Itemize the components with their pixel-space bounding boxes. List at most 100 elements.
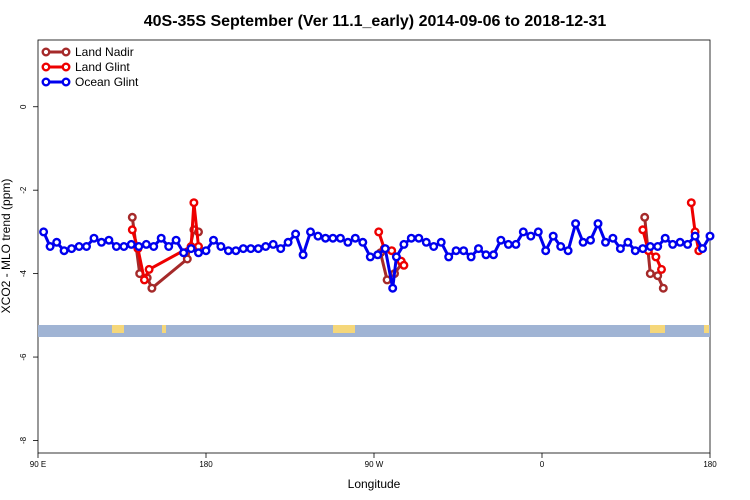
- data-point: [653, 241, 663, 251]
- data-point: [660, 233, 670, 243]
- land-patch: [704, 325, 709, 333]
- data-point: [74, 241, 84, 251]
- data-point: [179, 248, 189, 258]
- data-point: [653, 271, 663, 281]
- data-point: [127, 225, 137, 235]
- data-point: [59, 246, 69, 256]
- data-point: [313, 231, 323, 241]
- data-point: [601, 237, 611, 247]
- data-point: [638, 244, 648, 254]
- y-axis: 0 -2 -4 -6 -8: [19, 104, 38, 444]
- data-point: [668, 239, 678, 249]
- x-tick-label: 90 E: [30, 460, 46, 469]
- data-point: [67, 244, 77, 254]
- data-point: [690, 231, 700, 241]
- ocean-band: [38, 325, 710, 337]
- data-point: [593, 219, 603, 229]
- data-point: [698, 244, 708, 254]
- chart-title: 40S-35S September (Ver 11.1_early) 2014-…: [144, 13, 607, 30]
- data-point: [238, 244, 248, 254]
- data-point: [189, 198, 199, 208]
- data-point: [126, 239, 136, 249]
- data-point: [399, 239, 409, 249]
- data-point: [365, 252, 375, 262]
- land-patch: [112, 325, 124, 333]
- data-point: [640, 212, 650, 222]
- y-tick-label: -2: [19, 186, 28, 194]
- legend-marker: [61, 47, 71, 57]
- y-tick-label: -8: [19, 436, 28, 444]
- data-point: [119, 241, 129, 251]
- data-point: [496, 235, 506, 245]
- data-point: [147, 283, 157, 293]
- data-point: [657, 264, 667, 274]
- data-point: [518, 227, 528, 237]
- data-point: [541, 246, 551, 256]
- legend-label: Land Nadir: [75, 45, 134, 59]
- data-point: [436, 237, 446, 247]
- data-point: [141, 239, 151, 249]
- land-patch: [162, 325, 166, 333]
- data-point: [144, 264, 154, 274]
- data-point: [686, 198, 696, 208]
- data-point: [380, 244, 390, 254]
- data-point: [705, 231, 715, 241]
- data-point: [406, 233, 416, 243]
- series-layer: [39, 198, 715, 293]
- y-tick-label: -6: [19, 353, 28, 361]
- land-patch: [333, 325, 355, 333]
- data-point: [645, 241, 655, 251]
- data-point: [216, 241, 226, 251]
- data-point: [328, 233, 338, 243]
- data-point: [651, 252, 661, 262]
- data-point: [39, 227, 49, 237]
- data-point: [335, 233, 345, 243]
- data-point: [548, 231, 558, 241]
- data-point: [374, 227, 384, 237]
- data-point: [343, 237, 353, 247]
- data-point: [268, 239, 278, 249]
- legend-item: Land Glint: [41, 60, 130, 74]
- x-tick-label: 0: [540, 460, 545, 469]
- data-point: [586, 235, 596, 245]
- data-point: [358, 237, 368, 247]
- data-point: [556, 241, 566, 251]
- data-point: [414, 233, 424, 243]
- data-point: [96, 237, 106, 247]
- legend-marker: [41, 47, 51, 57]
- data-point: [578, 237, 588, 247]
- data-point: [658, 283, 668, 293]
- legend-marker: [61, 62, 71, 72]
- data-point: [526, 231, 536, 241]
- data-point: [511, 239, 521, 249]
- legend-item: Ocean Glint: [41, 75, 139, 89]
- data-point: [321, 233, 331, 243]
- data-point: [149, 241, 159, 251]
- x-tick-label: 180: [199, 460, 213, 469]
- data-point: [459, 246, 469, 256]
- data-point: [89, 233, 99, 243]
- geography-strip: [38, 325, 710, 337]
- data-point: [623, 237, 633, 247]
- data-point: [466, 252, 476, 262]
- data-point: [156, 233, 166, 243]
- data-point: [481, 250, 491, 260]
- data-point: [451, 246, 461, 256]
- data-point: [223, 246, 233, 256]
- land-patch: [650, 325, 665, 333]
- data-point: [533, 227, 543, 237]
- data-point: [474, 244, 484, 254]
- data-point: [388, 283, 398, 293]
- data-point: [208, 235, 218, 245]
- legend-item: Land Nadir: [41, 45, 134, 59]
- data-point: [489, 250, 499, 260]
- data-point: [291, 229, 301, 239]
- y-tick-label: -4: [19, 270, 28, 278]
- y-tick-label: 0: [19, 104, 28, 109]
- data-point: [630, 246, 640, 256]
- data-point: [421, 237, 431, 247]
- y-axis-label: XCO2 - MLO trend (ppm): [0, 179, 13, 314]
- series-line: [689, 202, 701, 251]
